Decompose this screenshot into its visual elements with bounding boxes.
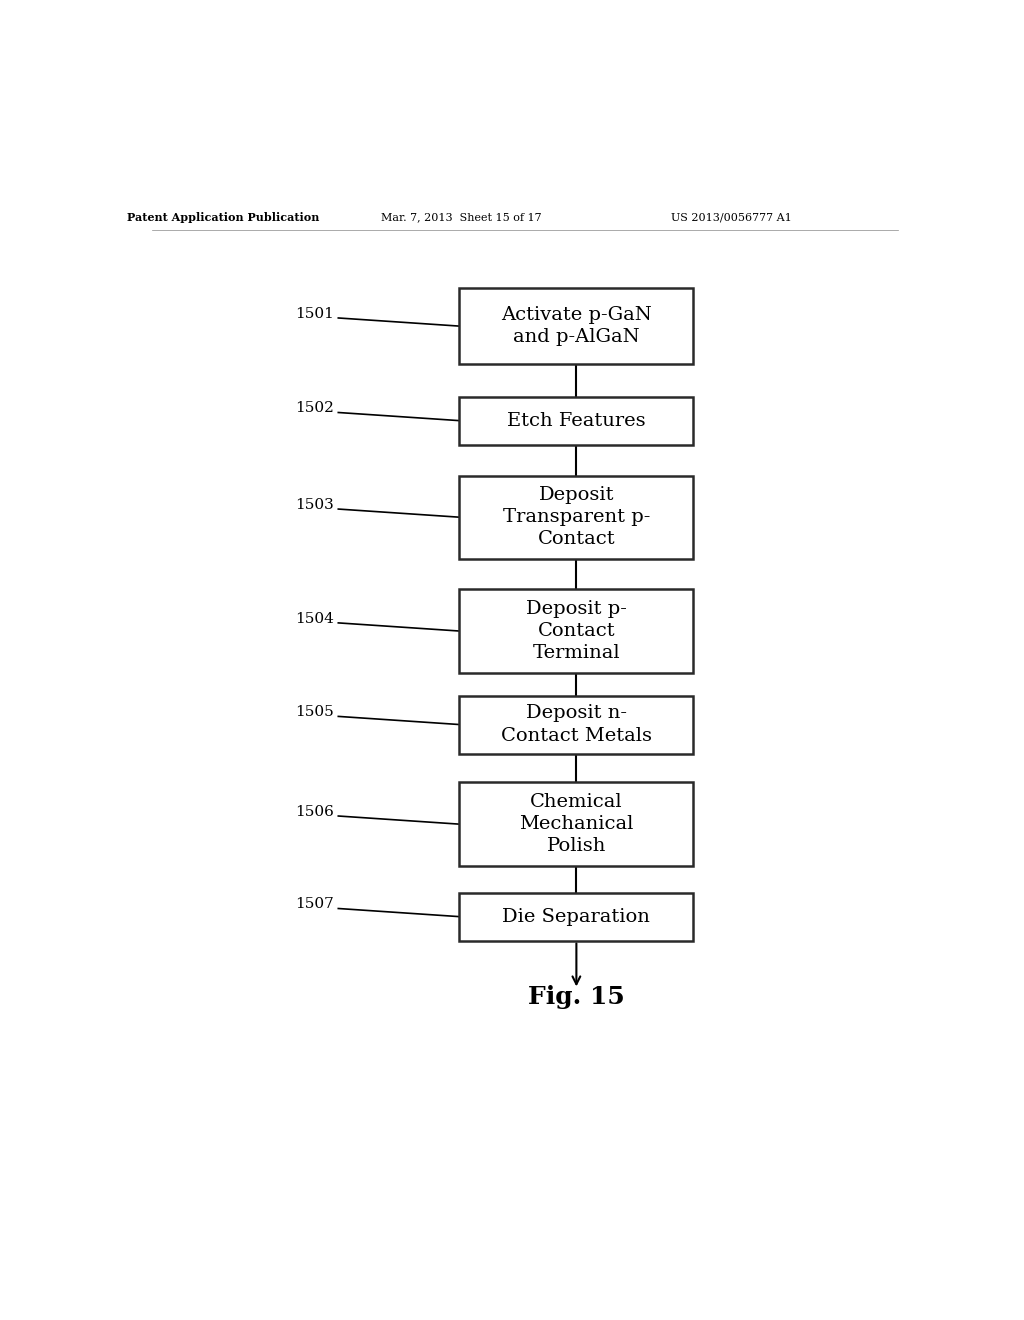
Text: Deposit
Transparent p-
Contact: Deposit Transparent p- Contact xyxy=(503,486,650,548)
Bar xyxy=(460,288,693,364)
Text: 1501: 1501 xyxy=(296,308,334,321)
Bar xyxy=(460,892,693,941)
Text: Etch Features: Etch Features xyxy=(507,412,646,429)
Text: Chemical
Mechanical
Polish: Chemical Mechanical Polish xyxy=(519,793,634,855)
Bar xyxy=(460,589,693,673)
Bar xyxy=(460,696,693,754)
Text: 1506: 1506 xyxy=(296,805,334,818)
Text: US 2013/0056777 A1: US 2013/0056777 A1 xyxy=(671,213,792,222)
Text: 1503: 1503 xyxy=(296,498,334,512)
Text: Mar. 7, 2013  Sheet 15 of 17: Mar. 7, 2013 Sheet 15 of 17 xyxy=(381,213,542,222)
Text: 1502: 1502 xyxy=(296,401,334,416)
Bar xyxy=(460,475,693,558)
Text: 1504: 1504 xyxy=(296,612,334,626)
Bar xyxy=(460,783,693,866)
Text: Deposit n-
Contact Metals: Deposit n- Contact Metals xyxy=(501,705,652,744)
Text: Fig. 15: Fig. 15 xyxy=(528,985,625,1008)
Text: Patent Application Publication: Patent Application Publication xyxy=(127,211,319,223)
Text: Die Separation: Die Separation xyxy=(503,908,650,925)
Text: 1507: 1507 xyxy=(296,898,334,911)
Bar xyxy=(460,397,693,445)
Text: Deposit p-
Contact
Terminal: Deposit p- Contact Terminal xyxy=(526,599,627,663)
Text: Activate p-GaN
and p-AlGaN: Activate p-GaN and p-AlGaN xyxy=(501,306,651,346)
Text: 1505: 1505 xyxy=(296,705,334,719)
